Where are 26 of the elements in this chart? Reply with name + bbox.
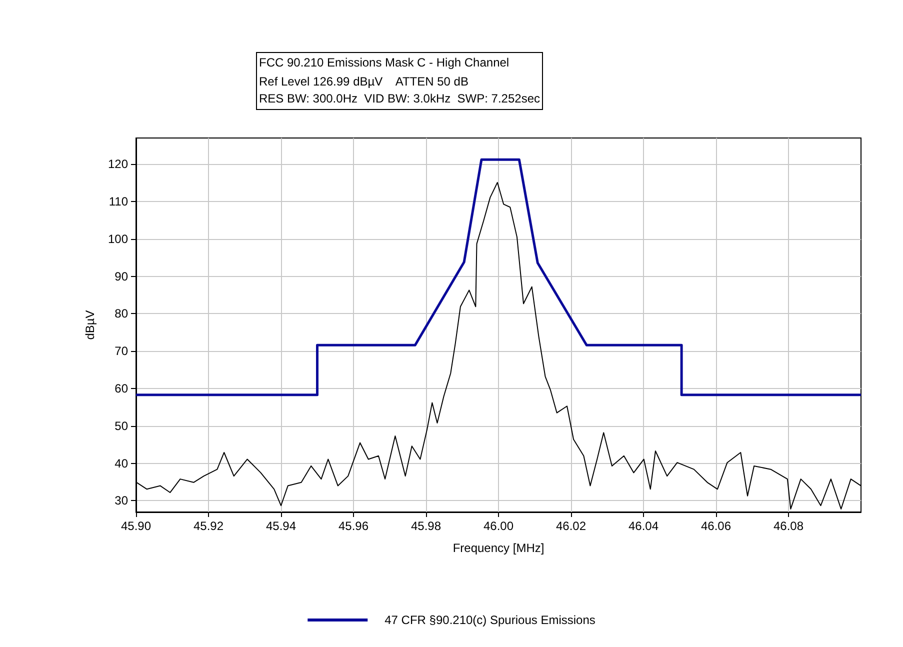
y-tick-label: 110 <box>108 194 128 209</box>
y-tick-label: 100 <box>108 232 128 246</box>
y-axis-title: dBµV <box>83 310 97 340</box>
x-tick-label: 46.02 <box>556 519 586 533</box>
y-tick-label: 40 <box>114 456 128 470</box>
x-tick-label: 46.06 <box>700 519 732 533</box>
x-tick-label: 46.08 <box>773 519 804 533</box>
line-series <box>134 158 862 396</box>
x-tick-label: 46.04 <box>628 519 659 533</box>
y-tick-label: 80 <box>114 306 128 321</box>
x-tick-label: 45.96 <box>338 519 369 533</box>
y-tick-label: 90 <box>114 269 128 284</box>
legend-label: 47 CFR §90.210(c) Spurious Emissions <box>384 613 596 627</box>
x-tick-label: 45.90 <box>120 519 152 533</box>
x-tick-label: 46.00 <box>483 519 514 533</box>
y-tick-label: 120 <box>108 157 128 172</box>
y-tick-label: 70 <box>114 344 128 358</box>
x-tick-label: 45.94 <box>266 519 296 533</box>
x-axis-title: Frequency [MHz] <box>452 541 544 555</box>
y-tick-label: 50 <box>114 418 128 433</box>
x-tick-label: 45.92 <box>193 519 224 533</box>
y-tick-label: 30 <box>114 494 128 508</box>
x-tick-label: 45.98 <box>410 519 442 533</box>
y-tick-label: 60 <box>114 382 128 396</box>
chart-title: FCC 90.210 Emissions Mask C - High Channel <box>259 56 510 70</box>
chart-subtitle: Ref Level 126.99 dBµV ATTEN 50 dB RES BW: 300.0Hz VID BW: 3.0kHz SWP: 7.252sec <box>259 74 540 106</box>
